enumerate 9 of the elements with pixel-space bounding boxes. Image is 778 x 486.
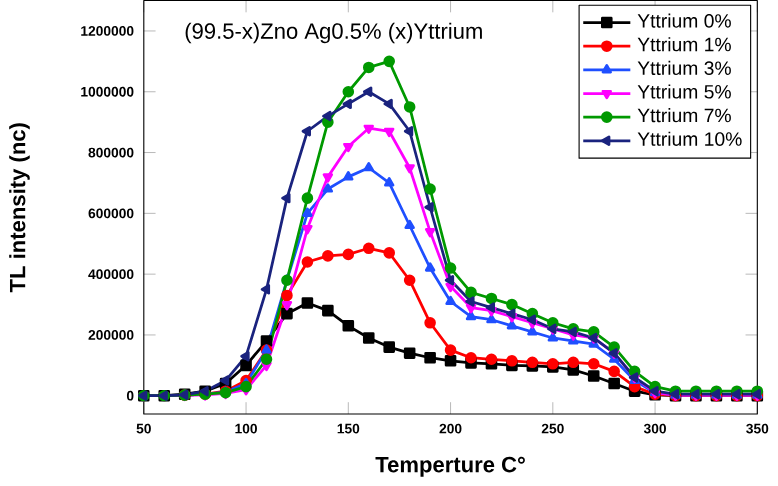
text: (99.5-x)Zno Ag0.5% (x)Yttrium: [185, 22, 482, 44]
legend-label: Yttrium 10%: [637, 131, 742, 146]
legend-label: Yttrium 5%: [637, 84, 731, 99]
y-axis-title: TL intensity (nc): [9, 123, 30, 293]
legend-label: Yttrium 3%: [637, 60, 731, 75]
legend-label: Yttrium 7%: [637, 108, 731, 123]
legend-label: Yttrium 1%: [637, 37, 731, 52]
legend-label: Yttrium 0%: [637, 13, 731, 28]
x-axis-title: Temperture C°: [375, 456, 525, 477]
